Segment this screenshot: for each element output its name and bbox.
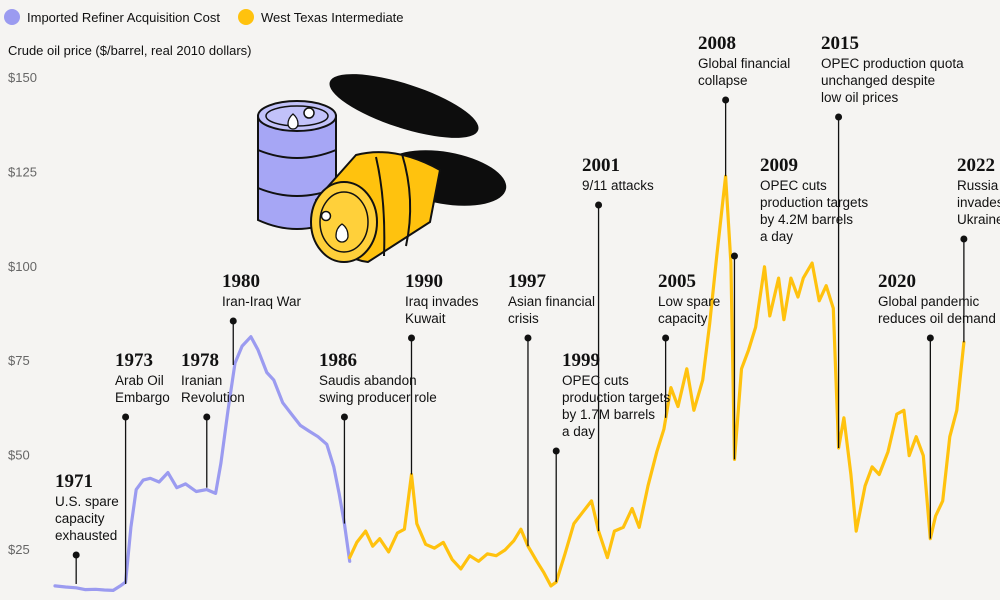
annotation-text: production targets [562,390,670,405]
y-axis-ticks: $25 $50 $75 $100 $125 $150 [8,70,37,557]
annotation-1997: 1997 Asian financial crisis [508,271,595,547]
annotation-year: 2022 [957,155,995,176]
annotation-text: capacity [55,511,105,526]
annotation-year: 2009 [760,155,798,176]
annotation-text: Iranian [181,373,222,388]
annotation-year: 2008 [698,33,736,54]
annotation-text: Global financial [698,56,790,71]
annotation-1999: 1999 OPEC cuts production targets by 1.7M b… [552,350,670,583]
annotation-text: Saudis abandon [319,373,417,388]
annotation-2005: 2005 Low spare capacity [658,271,720,418]
annotation-text: capacity [658,311,708,326]
legend-swatch-wti [237,9,254,25]
annotation-year: 2001 [582,155,620,176]
annotation-text: a day [562,424,595,439]
annotation-2001: 2001 9/11 attacks [582,155,654,532]
annotation-year: 1973 [115,350,153,371]
annotation-text: OPEC production quota [821,56,964,71]
annotation-year: 1990 [405,271,443,292]
y-axis-title: Crude oil price ($/barrel, real 2010 dol… [8,43,252,58]
annotation-1986: 1986 Saudis abandon swing producer role [319,350,437,524]
legend-label-wti: West Texas Intermediate [260,9,404,25]
legend-label-imported: Imported Refiner Acquisition Cost [27,9,220,25]
price-lines [53,174,966,592]
annotation-text: OPEC cuts [562,373,629,388]
annotation-text: Embargo [115,390,170,405]
annotation-text: Kuwait [405,311,446,326]
annotation-1990: 1990 Iraq invades Kuwait [405,271,479,475]
y-tick-label: $150 [8,70,37,85]
annotation-text: 9/11 attacks [582,178,654,193]
annotation-text: Ukraine [957,212,1000,227]
barrel-shadow-back [329,74,479,138]
event-annotations: 1971 U.S. spare capacity exhausted 1973 Arab … [55,33,1000,584]
annotation-text: invades [957,195,1000,210]
annotation-text: unchanged despite [821,73,935,88]
annotation-text: Revolution [181,390,245,405]
annotation-text: reduces oil demand [878,311,996,326]
y-tick-label: $100 [8,259,37,274]
annotation-text: a day [760,229,793,244]
annotation-text: Iraq invades [405,294,479,309]
annotation-text: OPEC cuts [760,178,827,193]
annotation-2008: 2008 Global financial collapse [698,33,790,177]
legend-item-imported[interactable]: Imported Refiner Acquisition Cost [4,9,220,25]
series-line-imported [53,335,352,592]
annotation-2009: 2009 OPEC cuts production targets by 4.2M b… [730,155,868,460]
annotation-year: 2005 [658,271,696,292]
annotation-1978: 1978 Iranian Revolution [181,350,245,488]
oil-barrels-illustration [257,74,507,264]
annotation-year: 1971 [55,471,93,492]
legend: Imported Refiner Acquisition Cost West T… [4,9,404,25]
annotation-text: crisis [508,311,539,326]
y-tick-label: $125 [8,164,37,179]
annotation-1971: 1971 U.S. spare capacity exhausted [55,471,119,584]
annotation-2015: 2015 OPEC production quota unchanged despi… [821,33,964,449]
annotation-text: collapse [698,73,748,88]
yellow-barrel [310,151,442,264]
annotation-text: by 1.7M barrels [562,407,655,422]
annotation-text: Global pandemic [878,294,980,309]
legend-item-wti[interactable]: West Texas Intermediate [237,9,404,25]
annotation-year: 1999 [562,350,600,371]
annotation-text: swing producer role [319,390,437,405]
annotation-year: 1978 [181,350,219,371]
series-line-wti [348,174,966,588]
annotation-2022: 2022 Russia invades Ukraine [957,155,1000,343]
annotation-text: by 4.2M barrels [760,212,853,227]
annotation-text: Russia [957,178,999,193]
annotation-year: 2015 [821,33,859,54]
annotation-year: 1997 [508,271,547,292]
y-tick-label: $50 [8,448,30,463]
annotation-text: U.S. spare [55,494,119,509]
annotation-2020: 2020 Global pandemic reduces oil demand [878,271,996,539]
y-tick-label: $75 [8,353,30,368]
y-tick-label: $25 [8,542,30,557]
annotation-text: Low spare [658,294,720,309]
annotation-text: Iran-Iraq War [222,294,302,309]
annotation-year: 1980 [222,271,260,292]
annotation-year: 1986 [319,350,357,371]
annotation-text: low oil prices [821,90,899,105]
annotation-1973: 1973 Arab Oil Embargo [115,350,170,584]
annotation-text: Arab Oil [115,373,164,388]
annotation-year: 2020 [878,271,916,292]
annotation-1980: 1980 Iran-Iraq War [222,271,302,365]
annotation-text: exhausted [55,528,117,543]
annotation-text: production targets [760,195,868,210]
annotation-text: Asian financial [508,294,595,309]
legend-swatch-imported [4,9,20,25]
